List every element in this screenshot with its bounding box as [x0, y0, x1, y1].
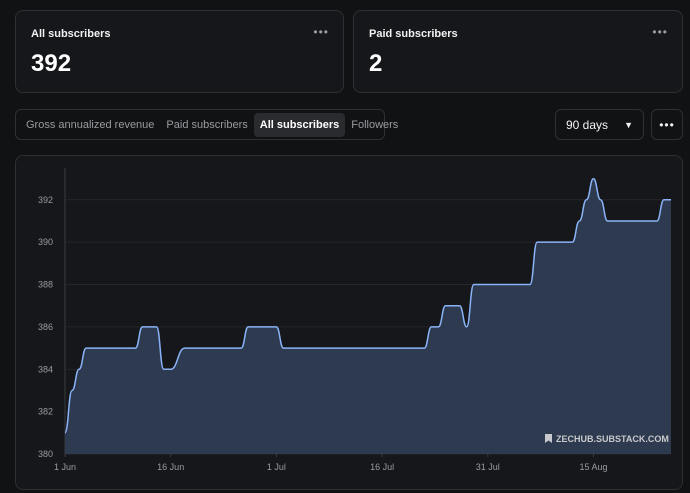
caret-down-icon: ▼ [624, 119, 633, 130]
x-tick-label: 15 Aug [579, 462, 607, 472]
metric-tabs: Gross annualized revenue Paid subscriber… [15, 109, 398, 140]
ellipsis-icon[interactable]: ••• [652, 25, 668, 39]
card-title: All subscribers [31, 28, 111, 40]
tab-gross-annualized-revenue[interactable]: Gross annualized revenue [26, 118, 155, 131]
ellipsis-icon: ••• [659, 117, 675, 132]
x-tick-label: 16 Jul [370, 462, 394, 472]
tab-all-subscribers[interactable]: All subscribers [253, 112, 346, 137]
tab-followers[interactable]: Followers [351, 118, 399, 131]
y-tick-label: 380 [38, 449, 53, 459]
x-tick-label: 31 Jul [476, 462, 500, 472]
y-tick-label: 384 [38, 364, 53, 374]
y-tick-label: 392 [38, 195, 53, 205]
tab-paid-subscribers[interactable]: Paid subscribers [166, 118, 248, 131]
y-tick-label: 390 [38, 237, 53, 247]
card-value: 392 [31, 50, 72, 77]
y-tick-label: 386 [38, 322, 53, 332]
area-fill [65, 178, 671, 454]
ellipsis-icon[interactable]: ••• [313, 25, 329, 39]
watermark-text: ZECHUB.SUBSTACK.COM [556, 434, 669, 444]
date-range-select[interactable]: 90 days ▼ [555, 109, 644, 140]
y-tick-label: 388 [38, 280, 53, 290]
all-subscribers-card: All subscribers 392 ••• [15, 10, 344, 93]
x-tick-label: 1 Jul [267, 462, 286, 472]
date-range-label: 90 days [566, 117, 609, 132]
x-tick-label: 16 Jun [157, 462, 184, 472]
chart-svg: 380 382 384 386 388 390 392 1 Jun 16 Jun 1 Jul 16… [38, 168, 671, 472]
card-value: 2 [369, 50, 383, 77]
series-line [64, 177, 671, 434]
subscribers-chart: 380 382 384 386 388 390 392 1 Jun 16 Jun 1 Jul 16… [15, 155, 683, 490]
x-tick-label: 1 Jun [54, 462, 76, 472]
paid-subscribers-card: Paid subscribers 2 ••• [353, 10, 683, 93]
card-title: Paid subscribers [369, 28, 458, 40]
y-tick-label: 382 [38, 407, 53, 417]
more-options-button[interactable]: ••• [651, 109, 683, 140]
bookmark-icon [545, 434, 552, 443]
watermark: ZECHUB.SUBSTACK.COM [545, 434, 669, 444]
